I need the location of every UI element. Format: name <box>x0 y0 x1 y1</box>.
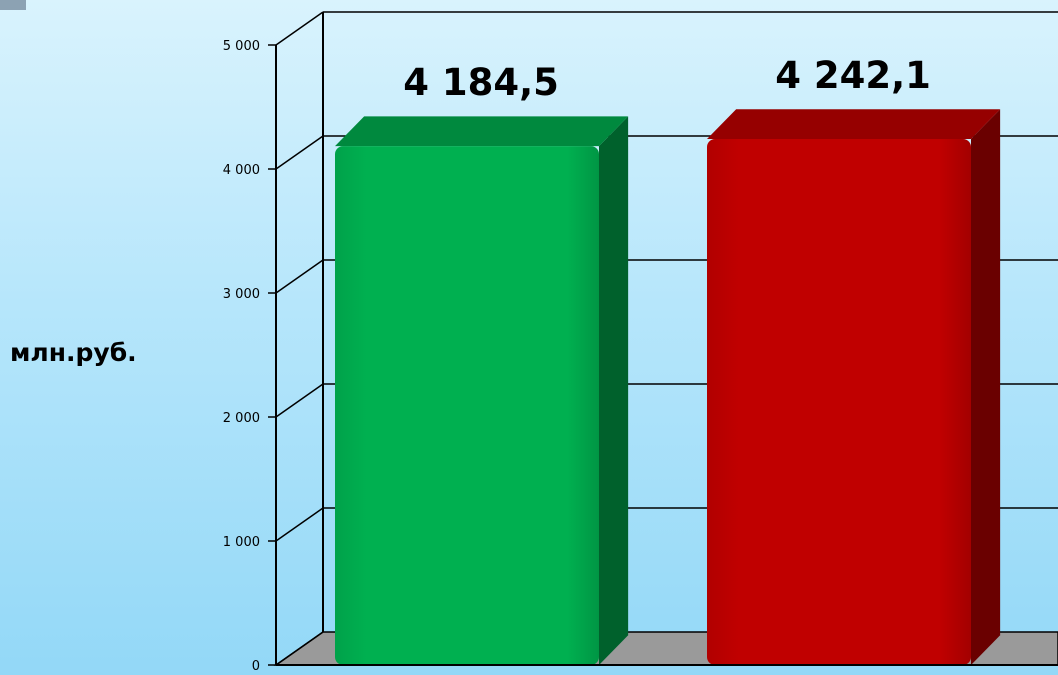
y-tick-label: 2 000 <box>223 411 260 426</box>
y-axis-label: млн.руб. <box>10 338 137 367</box>
y-tick-label: 0 <box>252 659 260 674</box>
bar-top <box>707 109 1001 139</box>
bar <box>707 138 971 665</box>
decorative-corner-shape <box>0 0 26 10</box>
bar <box>335 146 599 665</box>
y-tick-label: 5 000 <box>223 39 260 54</box>
gridline-side <box>275 259 324 294</box>
gridline-side <box>275 631 324 666</box>
bar-side <box>599 116 629 665</box>
gridline-side <box>275 11 324 46</box>
bar-value-label: 4 184,5 <box>403 61 559 104</box>
bar-top <box>335 116 629 147</box>
gridline-side <box>275 135 324 170</box>
y-tick-label: 1 000 <box>223 535 260 550</box>
y-tick-label: 4 000 <box>223 163 260 178</box>
gridline-side <box>275 383 324 418</box>
bar-value-label: 4 242,1 <box>775 54 931 97</box>
gridline-side <box>275 507 324 542</box>
y-tick-label: 3 000 <box>223 287 260 302</box>
bar-side <box>971 109 1001 665</box>
